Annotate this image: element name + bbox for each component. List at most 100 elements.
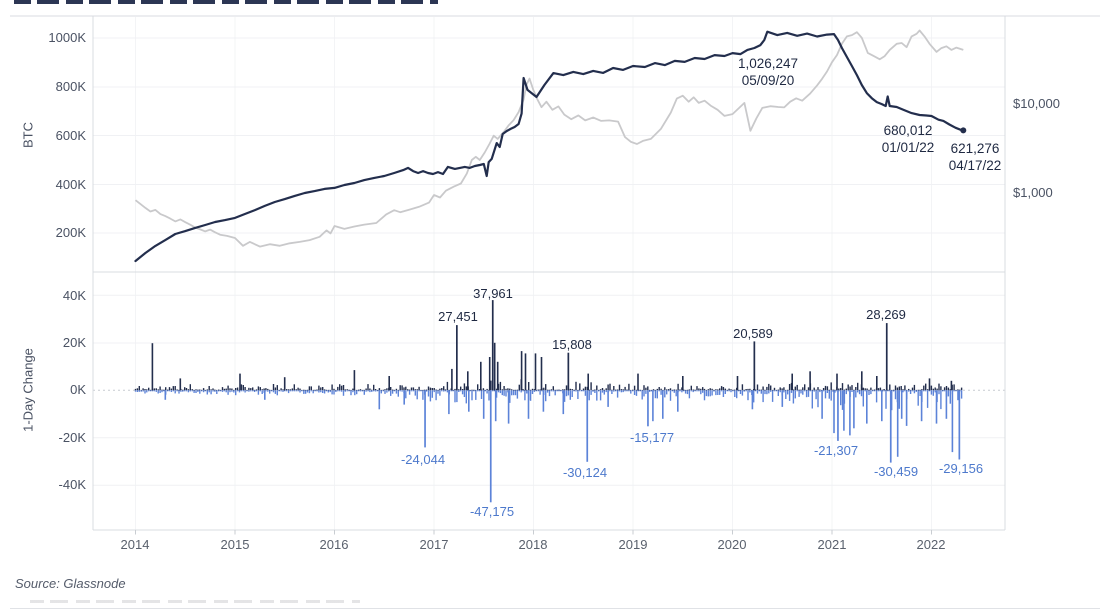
positive-change-bar <box>900 386 902 391</box>
positive-change-bar <box>711 388 713 391</box>
negative-change-bar <box>889 390 892 463</box>
positive-change-bar <box>652 389 655 391</box>
negative-change-bar <box>327 390 329 393</box>
positive-change-bar <box>815 389 817 391</box>
negative-change-bar <box>817 390 819 408</box>
positive-change-bar <box>666 389 668 391</box>
negative-change-bar <box>577 390 579 399</box>
positive-change-bar <box>754 389 757 391</box>
negative-change-bar <box>233 390 235 393</box>
negative-change-bar <box>314 390 316 392</box>
positive-change-bar <box>486 388 488 391</box>
positive-change-bar <box>410 387 413 391</box>
positive-change-bar <box>800 389 802 391</box>
negative-change-bar <box>830 390 832 401</box>
negative-change-bar <box>182 390 184 392</box>
positive-change-bar <box>717 389 719 391</box>
negative-change-bar <box>184 390 186 392</box>
positive-change-bar <box>499 381 502 391</box>
negative-change-bar <box>694 390 696 392</box>
negative-change-bar <box>393 390 396 392</box>
negative-change-bar <box>909 390 912 394</box>
positive-change-bar <box>461 389 464 391</box>
negative-change-bar <box>460 390 462 392</box>
positive-change-bar <box>446 381 449 391</box>
negative-change-bar <box>399 390 401 392</box>
negative-change-bar <box>633 390 636 395</box>
positive-change-bar <box>191 389 193 391</box>
negative-change-bar <box>796 390 798 392</box>
positive-change-bar <box>885 323 888 391</box>
negative-change-bar <box>702 390 704 393</box>
positive-change-bar <box>189 384 191 391</box>
negative-change-bar <box>278 390 280 392</box>
negative-change-bar <box>488 390 490 401</box>
annotation-date: 05/09/20 <box>741 72 795 88</box>
positive-change-bar <box>594 389 596 391</box>
negative-change-bar <box>202 390 205 393</box>
positive-change-bar <box>960 387 963 391</box>
positive-change-bar <box>730 389 732 391</box>
negative-change-bar <box>639 390 641 392</box>
positive-change-bar <box>908 388 910 391</box>
positive-change-bar <box>626 389 628 391</box>
positive-change-bar <box>628 383 630 391</box>
negative-change-bar <box>367 390 369 392</box>
negative-change-bar <box>138 390 140 392</box>
negative-change-bar <box>280 390 282 392</box>
positive-change-bar <box>707 389 709 391</box>
negative-change-bar <box>516 390 519 399</box>
negative-change-bar <box>599 390 602 401</box>
negative-change-bar <box>643 390 645 397</box>
positive-change-bar <box>851 385 853 391</box>
negative-change-bar <box>477 390 479 392</box>
negative-change-bar <box>715 390 717 396</box>
positive-change-bar <box>675 389 677 391</box>
positive-change-bar <box>503 386 505 391</box>
negative-change-bar <box>864 390 866 392</box>
negative-change-bar <box>153 390 156 392</box>
negative-change-bar <box>533 390 536 392</box>
negative-change-bar <box>836 390 838 392</box>
positive-change-bar <box>896 387 899 391</box>
negative-change-bar <box>252 390 254 392</box>
positive-change-bar <box>845 388 847 391</box>
negative-change-bar <box>562 390 565 415</box>
price-tick-1000: $1,000 <box>1013 185 1053 200</box>
negative-change-bar <box>286 390 288 392</box>
negative-change-bar <box>359 390 362 392</box>
negative-change-bar <box>356 390 358 395</box>
positive-change-bar <box>365 388 367 391</box>
negative-change-bar <box>709 390 711 397</box>
positive-change-bar <box>386 388 388 391</box>
spike-label-n29156: -29,156 <box>938 461 984 476</box>
positive-change-bar <box>791 373 793 391</box>
spike-label-n21307: -21,307 <box>813 443 859 458</box>
negative-change-bar <box>191 390 193 392</box>
negative-change-bar <box>658 390 660 392</box>
negative-change-bar <box>894 390 897 400</box>
positive-change-bar <box>824 385 827 391</box>
positive-change-bar <box>418 386 420 391</box>
negative-change-bar <box>768 390 770 394</box>
positive-change-bar <box>522 389 524 391</box>
positive-change-bar <box>374 389 377 391</box>
negative-change-bar <box>486 390 488 394</box>
y-tick-800k: 800K <box>55 79 86 94</box>
positive-change-bar <box>346 389 348 391</box>
negative-change-bar <box>542 390 545 412</box>
positive-change-bar <box>715 389 717 391</box>
positive-change-bar <box>509 388 511 391</box>
positive-change-bar <box>342 385 345 391</box>
positive-change-bar <box>582 388 585 391</box>
btc-price-line <box>134 29 964 248</box>
negative-change-bar <box>771 390 774 402</box>
positive-change-bar <box>208 386 210 391</box>
positive-change-bar <box>518 384 520 391</box>
positive-change-bar <box>344 389 346 391</box>
negative-change-bar <box>592 390 594 392</box>
positive-change-bar <box>753 341 756 391</box>
positive-change-bar <box>533 389 536 391</box>
negative-change-bar <box>270 390 273 392</box>
negative-change-bar <box>889 390 891 392</box>
